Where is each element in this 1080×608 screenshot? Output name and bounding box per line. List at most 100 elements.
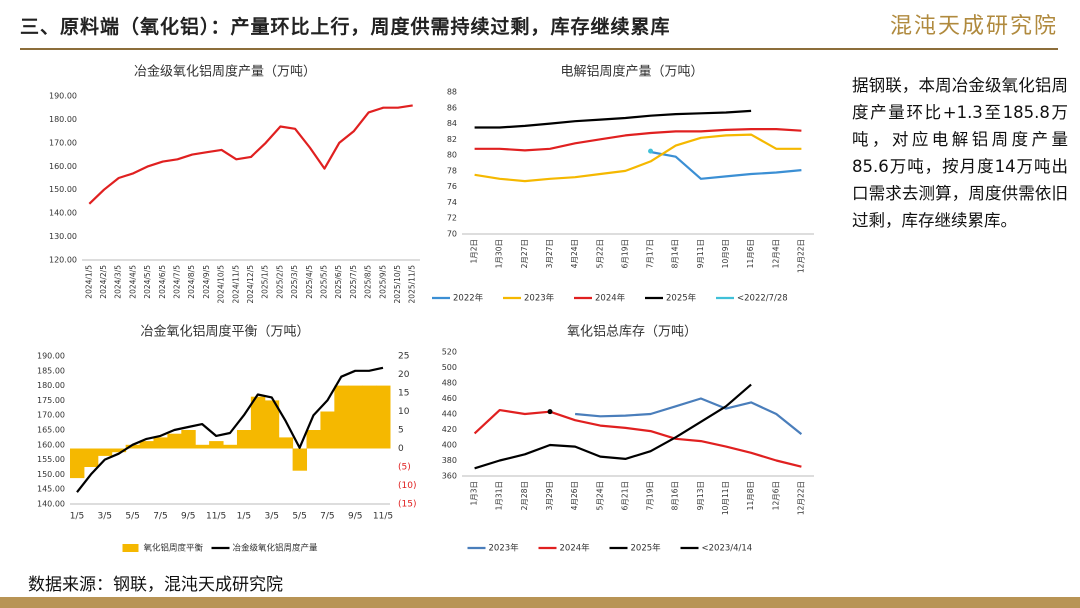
y-tick-label: 130.00 xyxy=(49,232,77,241)
x-tick-label: 7/5 xyxy=(153,512,167,522)
x-tick-label: 2024/5/5 xyxy=(143,265,152,299)
y2-tick-label: 15 xyxy=(398,389,409,399)
x-tick-label: 5/5 xyxy=(125,512,139,522)
y-tick-label: 150.00 xyxy=(49,185,77,194)
y2-tick-label: 5 xyxy=(398,426,404,436)
bar xyxy=(70,448,85,479)
x-tick-label: 2024/1/5 xyxy=(84,265,93,299)
x-tick-label: 2024/3/5 xyxy=(114,265,123,299)
x-tick-label: 2025/1/5 xyxy=(261,265,270,299)
x-tick-label: 4月24日 xyxy=(570,239,579,268)
x-tick-label: 2024/10/5 xyxy=(217,265,226,304)
y-tick-label: 72 xyxy=(447,214,457,223)
x-tick-label: 3月29日 xyxy=(545,481,554,510)
x-tick-label: 4月26日 xyxy=(570,481,579,510)
x-tick-label: 2025/3/5 xyxy=(290,265,299,299)
y-tick-label: 86 xyxy=(447,103,457,112)
x-tick-label: 9/5 xyxy=(348,512,362,522)
y-tick-label: 480 xyxy=(442,379,457,388)
x-tick-label: 1/5 xyxy=(237,512,251,522)
x-tick-label: 2月28日 xyxy=(520,481,529,510)
y-tick-label: 160.00 xyxy=(49,162,77,171)
line xyxy=(474,109,752,129)
bar xyxy=(195,444,210,449)
y-tick-label: 160.00 xyxy=(37,440,65,449)
y-tick-label: 175.00 xyxy=(37,396,65,405)
bar xyxy=(320,411,335,449)
bar xyxy=(376,385,391,449)
x-tick-label: 2025/6/5 xyxy=(334,265,343,299)
x-tick-label: 2024/8/5 xyxy=(187,265,196,299)
x-tick-label: 2024/12/5 xyxy=(246,265,255,304)
x-tick-label: 10月9日 xyxy=(721,239,730,268)
y-tick-label: 145.00 xyxy=(37,485,65,494)
x-tick-label: 2024/9/5 xyxy=(202,265,211,299)
x-tick-label: 2月27日 xyxy=(520,239,529,268)
legend-label: 2022年 xyxy=(453,293,484,304)
y2-tick-label: 20 xyxy=(398,370,410,380)
line xyxy=(76,366,384,493)
y-tick-label: 140.00 xyxy=(37,500,65,509)
x-tick-label: 2025/7/5 xyxy=(349,265,358,299)
line-point xyxy=(648,148,654,154)
bar xyxy=(306,430,321,449)
legend-label: 2023年 xyxy=(524,293,555,304)
y-tick-label: 360 xyxy=(442,472,457,481)
y-tick-label: 400 xyxy=(442,441,457,450)
x-tick-label: 12月6日 xyxy=(771,481,780,510)
y-tick-label: 180.00 xyxy=(49,115,77,124)
y2-tick-label: (15) xyxy=(398,500,416,510)
y-tick-label: 82 xyxy=(447,135,457,144)
bar xyxy=(292,448,308,471)
y-tick-label: 460 xyxy=(442,394,457,403)
x-tick-label: 2025/2/5 xyxy=(275,265,284,299)
bar xyxy=(348,385,363,449)
x-tick-label: 1月30日 xyxy=(495,239,504,268)
x-tick-label: 1/5 xyxy=(70,512,84,522)
legend-label: 2024年 xyxy=(595,293,626,304)
line xyxy=(474,128,802,152)
logo: 混沌天成研究院 xyxy=(889,14,1058,39)
y-tick-label: 190.00 xyxy=(37,352,65,361)
x-tick-label: 2024/2/5 xyxy=(99,265,108,299)
legend-label: 氧化铝周度平衡 xyxy=(144,543,204,554)
commentary: 据钢联，本周冶金级氧化铝周度产量环比+1.3至185.8万吨，对应电解铝周度产量… xyxy=(852,76,1068,230)
y-tick-label: 185.00 xyxy=(37,366,65,375)
x-tick-label: 6月21日 xyxy=(620,481,629,510)
y-tick-label: 76 xyxy=(447,182,457,191)
bar xyxy=(125,444,141,449)
x-tick-label: 2025/5/5 xyxy=(319,265,328,299)
legend-label: 2025年 xyxy=(666,293,697,304)
chart-title: 冶金氧化铝周度平衡（万吨） xyxy=(140,324,309,340)
x-tick-label: 12月4日 xyxy=(771,239,780,268)
y-tick-label: 140.00 xyxy=(49,209,77,218)
bar xyxy=(83,448,99,467)
legend-swatch xyxy=(122,544,139,552)
x-tick-label: 2025/9/5 xyxy=(378,265,387,299)
x-tick-label: 1月2日 xyxy=(470,239,479,264)
chart-title: 电解铝周度产量（万吨） xyxy=(560,64,703,80)
header-rule xyxy=(20,48,1058,50)
bar xyxy=(153,437,168,449)
bar xyxy=(236,430,252,449)
x-tick-label: 11/5 xyxy=(373,512,393,522)
y-tick-label: 155.00 xyxy=(37,455,65,464)
x-tick-label: 5月24日 xyxy=(595,481,604,510)
y-tick-label: 520 xyxy=(442,348,457,357)
y-tick-label: 80 xyxy=(447,151,457,160)
x-tick-label: 2025/4/5 xyxy=(305,265,314,299)
bar xyxy=(209,441,224,449)
legend-label: 冶金级氧化铝周度产量 xyxy=(233,543,319,554)
y-tick-label: 74 xyxy=(447,198,457,207)
x-tick-label: 1月3日 xyxy=(470,481,479,506)
bar xyxy=(278,437,294,449)
bar xyxy=(334,385,349,449)
x-tick-label: 2024/6/5 xyxy=(158,265,167,299)
x-tick-label: 8月16日 xyxy=(671,481,680,510)
y2-tick-label: (10) xyxy=(398,481,416,491)
chart-title: 冶金级氧化铝周度产量（万吨） xyxy=(134,64,316,80)
y2-tick-label: 0 xyxy=(398,444,404,454)
line xyxy=(650,150,802,180)
x-tick-label: 2024/4/5 xyxy=(128,265,137,299)
